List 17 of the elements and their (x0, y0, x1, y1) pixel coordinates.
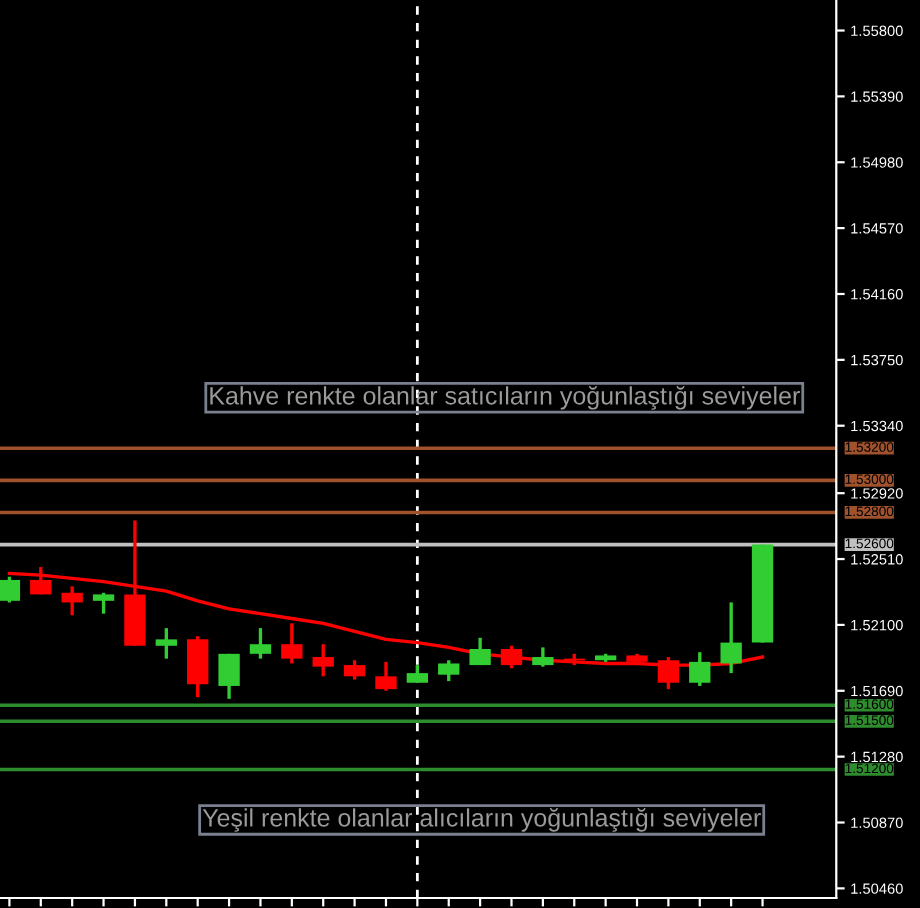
candlestick (155, 626, 177, 661)
candlestick (375, 660, 397, 693)
candlestick (61, 584, 83, 617)
candlestick (312, 642, 334, 678)
candlestick (0, 575, 21, 605)
candlestick (689, 650, 711, 688)
candlestick (218, 652, 240, 701)
annotation: Yeşil renkte olanlar alıcıların yoğunlaştığı seviyeler (202, 808, 761, 832)
candlestick (92, 591, 115, 616)
candlestick (469, 636, 491, 667)
candlestick (438, 658, 460, 683)
annotation: Kahve renkte olanlar satıcıların yoğunlaştığı seviyeler (210, 385, 800, 410)
candlestick (187, 634, 209, 699)
candlestick (532, 645, 554, 669)
candlestick (343, 658, 366, 682)
candlestick (720, 600, 742, 675)
candlestick (249, 626, 272, 661)
